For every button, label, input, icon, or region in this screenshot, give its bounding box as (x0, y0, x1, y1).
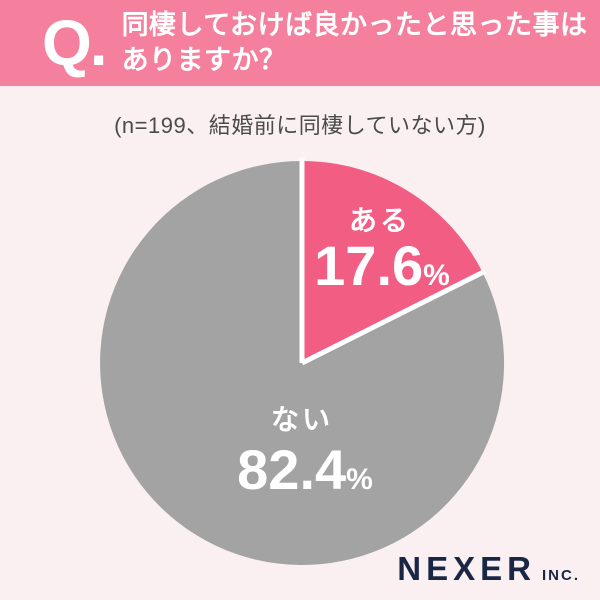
slice-value-aru-number: 17.6 (314, 234, 423, 297)
slice-value-nai-unit: % (346, 463, 373, 496)
slice-value-nai: 82.4% (237, 438, 373, 501)
pie-slice-0 (302, 161, 483, 363)
slice-separator (300, 268, 487, 366)
q-logo: Q. (42, 7, 108, 79)
slice-value-aru: 17.6% (314, 234, 450, 297)
slice-label-aru: ある (349, 205, 411, 236)
question-title-line2: ありますか？ (121, 45, 287, 75)
company-logo-name: NEXER (397, 550, 536, 587)
company-logo-suffix: INC. (542, 567, 580, 584)
question-title: 同棲しておけば良かったと思った事は ありますか？ (122, 8, 588, 78)
question-title-line1: 同棲しておけば良かったと思った事は (121, 9, 588, 40)
sample-note: (n=199、結婚前に同棲していない方) (114, 113, 486, 138)
question-header: Q. 同棲しておけば良かったと思った事は ありますか？ (0, 0, 600, 86)
slice-value-nai-number: 82.4 (237, 438, 346, 501)
slice-value-aru-unit: % (423, 259, 450, 292)
company-logo: NEXER INC. (397, 550, 580, 588)
slice-label-nai: ない (271, 404, 333, 435)
